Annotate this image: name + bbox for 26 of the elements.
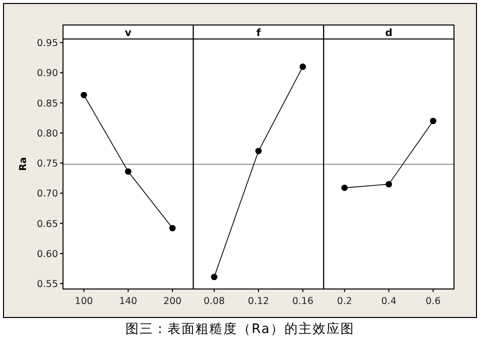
y-tick-label: 0.80 (36, 128, 58, 140)
x-tick-label: 0.12 (248, 296, 270, 307)
x-tick-label: 140 (119, 296, 138, 307)
y-tick-label: 0.75 (36, 158, 58, 170)
y-tick-label: 0.65 (36, 218, 58, 230)
x-tick-label: 200 (163, 296, 182, 307)
chart-title: f (256, 28, 262, 39)
chart-title: d (385, 28, 392, 39)
y-axis-title: Ra (18, 157, 29, 171)
x-tick-label: 0.16 (292, 296, 314, 307)
point (169, 224, 176, 232)
x-tick-label: 0.08 (204, 296, 225, 307)
y-tick-label: 0.90 (36, 68, 58, 80)
y-tick-label: 0.55 (36, 279, 58, 290)
point (80, 92, 88, 98)
y-tick-label: 0.95 (36, 38, 58, 50)
point (124, 168, 132, 175)
x-tick-label: 100 (74, 296, 93, 307)
chart-title: v (124, 28, 132, 39)
x-tick-label: 0.6 (426, 296, 441, 307)
y-tick-label: 0.60 (36, 248, 58, 260)
y-tick-label: 0.70 (36, 188, 58, 200)
x-tick-label: 0.4 (381, 296, 396, 307)
x-tick-label: 0.2 (336, 296, 352, 307)
text: 图三：表面粗糙度（Ra）的主效应图 (126, 321, 354, 337)
y-tick-label: 0.85 (36, 98, 58, 110)
